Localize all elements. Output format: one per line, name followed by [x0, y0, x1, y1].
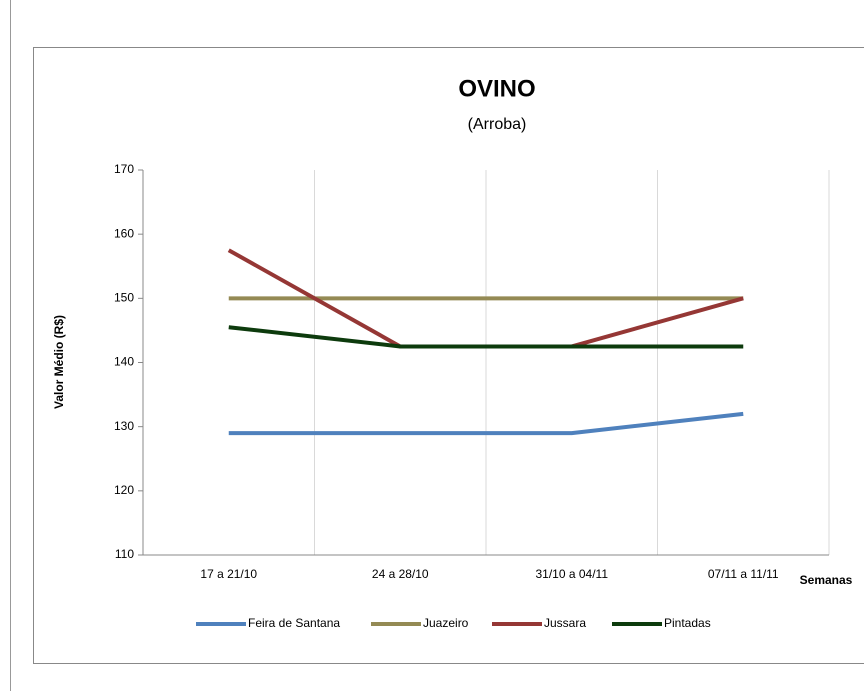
legend-label: Jussara: [544, 616, 586, 630]
x-axis-label: Semanas: [800, 573, 853, 587]
series-line: [228, 325, 744, 349]
y-tick-label: 110: [115, 547, 134, 561]
series-line: [228, 411, 744, 436]
x-tick-label: 17 a 21/10: [200, 567, 257, 581]
legend-label: Juazeiro: [423, 616, 469, 630]
y-axis-label: Valor Médio (R$): [52, 315, 66, 409]
legend-label: Feira de Santana: [248, 616, 340, 630]
y-tick-label: 130: [114, 419, 134, 433]
y-tick-label: 170: [114, 162, 134, 176]
x-tick-label: 07/11 a 11/11: [708, 567, 779, 581]
x-tick-label: 31/10 a 04/11: [535, 567, 608, 581]
y-tick-label: 140: [114, 355, 134, 369]
x-tick-label: 24 a 28/10: [372, 567, 429, 581]
y-tick-label: 160: [114, 226, 134, 240]
legend-label: Pintadas: [664, 616, 711, 630]
chart-subtitle: (Arroba): [468, 116, 527, 133]
chart-border: [33, 47, 864, 664]
y-tick-label: 120: [114, 483, 134, 497]
chart-title: OVINO: [458, 75, 535, 102]
y-tick-label: 150: [114, 291, 134, 305]
